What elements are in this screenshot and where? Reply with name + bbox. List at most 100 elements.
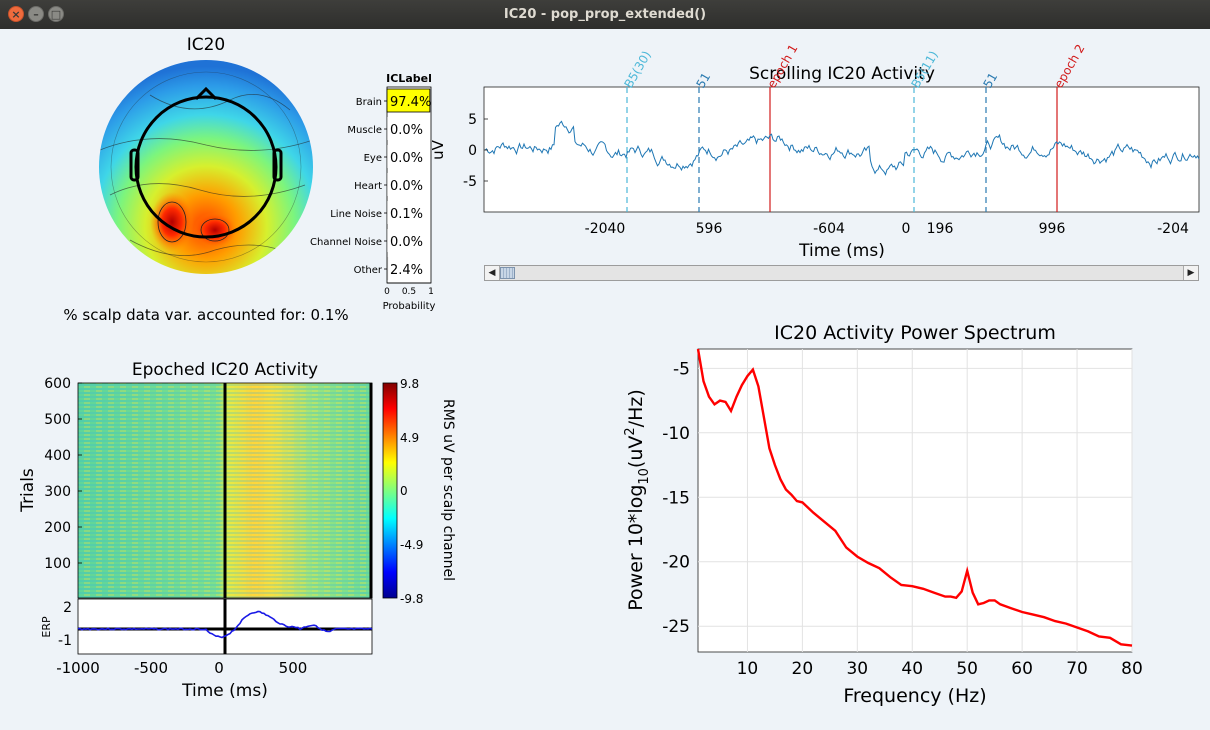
spectrum-axes[interactable] [697,348,1133,653]
iclabel-row-value: 0.1% [390,207,423,222]
epoched-xtick: -500 [134,659,168,677]
scalp-variance-text: % scalp data var. accounted for: 0.1% [63,306,348,324]
iclabel-bar-eye [387,145,388,168]
epoched-title: Epoched IC20 Activity [132,360,318,380]
spectrum-xtick: 20 [792,659,814,679]
window-maximize-button[interactable]: □ [48,6,64,22]
epoched-ylabel: Trials [18,468,38,513]
scroll-right-arrow-icon[interactable]: ▶ [1183,266,1198,280]
spectrum-xtick: 60 [1011,659,1033,679]
scrolling-xtick: 596 [696,221,723,237]
erp-label: ERP [40,616,53,638]
scrolling-trace [484,120,1200,176]
spectrum-xtick: 10 [737,659,759,679]
colorbar-label: RMS uV per scalp channel [440,399,456,581]
scrolling-xtick: 996 [1039,221,1066,237]
window-title: IC20 - pop_prop_extended() [503,7,707,22]
window-close-button[interactable]: × [8,6,24,22]
scrolling-axes [483,86,1200,213]
epoched-xlabel: Time (ms) [181,681,268,701]
scalp-map[interactable] [99,60,313,274]
erp-trace [77,610,373,639]
iclabel-row-value: 2.4% [390,263,423,278]
iclabel-row-label: Muscle [347,125,382,136]
iclabel-title: ICLabel [386,72,432,85]
colorbar-tick: -4.9 [400,538,423,552]
colorbar-tick: -9.8 [400,592,423,606]
colorbar-tick: 0 [400,484,408,498]
epoched-activity-panel: Epoched IC20 Activity 600 500 400 300 2 0 0 100… [18,360,456,701]
iclabel-row-value: 97.4% [390,95,431,110]
iclabel-panel: ICLabel Brain 97.4% Muscle 0.0% Eye 0.0% Heart… [310,72,435,312]
spectrum-ytick: -10 [662,424,690,444]
iclabel-row-value: 0.0% [390,235,423,250]
iclabel-bar-line-noise [387,201,388,224]
iclabel-row-label: Heart [354,181,382,192]
scrollbar-thumb[interactable] [500,267,515,279]
erp-ytick: -1 [58,633,72,649]
time-scrollbar[interactable]: ◀ ▶ [484,265,1199,281]
scrolling-xtick: -2040 [585,221,626,237]
iclabel-bar-other [387,257,389,280]
spectrum-title: IC20 Activity Power Spectrum [774,322,1056,344]
spectrum-ytick: -15 [662,488,690,508]
iclabel-row-label: Brain [356,97,382,108]
scrolling-ytick: -5 [463,174,477,190]
scrolling-ylabel: uV [429,139,447,160]
scroll-left-arrow-icon[interactable]: ◀ [485,266,500,280]
power-spectrum-panel: IC20 Activity Power Spectrum 10 20 30 40 50 6… [623,322,1143,707]
spectrum-xlabel: Frequency (Hz) [843,685,986,707]
iclabel-bar-channel-noise [387,229,388,252]
iclabel-row-label: Channel Noise [310,237,382,248]
nose-marker [194,86,218,101]
iclabel-bar-muscle [387,117,388,140]
erp-ytick: 2 [63,600,72,616]
epoched-ytick: 400 [44,448,71,464]
epoched-ytick: 600 [44,376,71,392]
iclabel-xtick: 0.5 [402,287,416,297]
spectrum-xtick: 80 [1121,659,1143,679]
iclabel-xtick: 0 [384,287,390,297]
iclabel-bar-heart [387,173,388,196]
scrolling-xtick: -604 [813,221,845,237]
scrolling-xtick: -204 [1157,221,1189,237]
event-marker-label: 51 [693,70,713,90]
iclabel-row-value: 0.0% [390,179,423,194]
window-minimize-button[interactable]: – [28,6,44,22]
scrolling-ytick: 0 [468,143,477,159]
iclabel-xlabel: Probability [383,301,436,312]
iclabel-bar-brain [386,88,431,113]
epoched-xtick: 0 [214,659,224,677]
spectrum-ytick: -20 [662,553,690,573]
spectrum-ylabel: Power 10*log10(uV2/Hz) [623,389,652,611]
epoched-xtick: -1000 [56,659,100,677]
iclabel-row-value: 0.0% [390,123,423,138]
head-outline [134,95,278,239]
colorbar-tick: 4.9 [400,431,419,445]
colorbar-tick: 9.8 [400,377,419,391]
iclabel-row-label: Line Noise [330,209,382,220]
event-marker-label: epoch 2 [1051,42,1087,91]
window-titlebar: IC20 - pop_prop_extended() × – □ [0,0,1210,29]
right-ear [272,148,283,182]
epoched-ytick: 500 [44,412,71,428]
figure-canvas: IC20 % scalp data var. accounted for: 0.… [18,35,1200,707]
epoched-ytick: 100 [44,556,71,572]
scrolling-xtick: 0 [902,221,911,237]
left-ear [129,148,140,182]
event-marker-label: 51 [980,70,1000,90]
iclabel-row-value: 0.0% [390,151,423,166]
spectrum-ytick: -25 [662,617,690,637]
topo-title: IC20 [187,35,226,55]
iclabel-row-label: Eye [364,153,382,164]
scrolling-xlabel: Time (ms) [798,241,885,261]
colorbar[interactable] [382,382,398,599]
spectrum-line [696,348,1133,647]
spectrum-xtick: 30 [846,659,868,679]
iclabel-xtick: 1 [428,287,434,297]
scrolling-title: Scrolling IC20 Activity [749,64,935,84]
epoched-ytick: 300 [44,484,71,500]
spectrum-xtick: 40 [901,659,923,679]
iclabel-row-label: Other [354,265,383,276]
